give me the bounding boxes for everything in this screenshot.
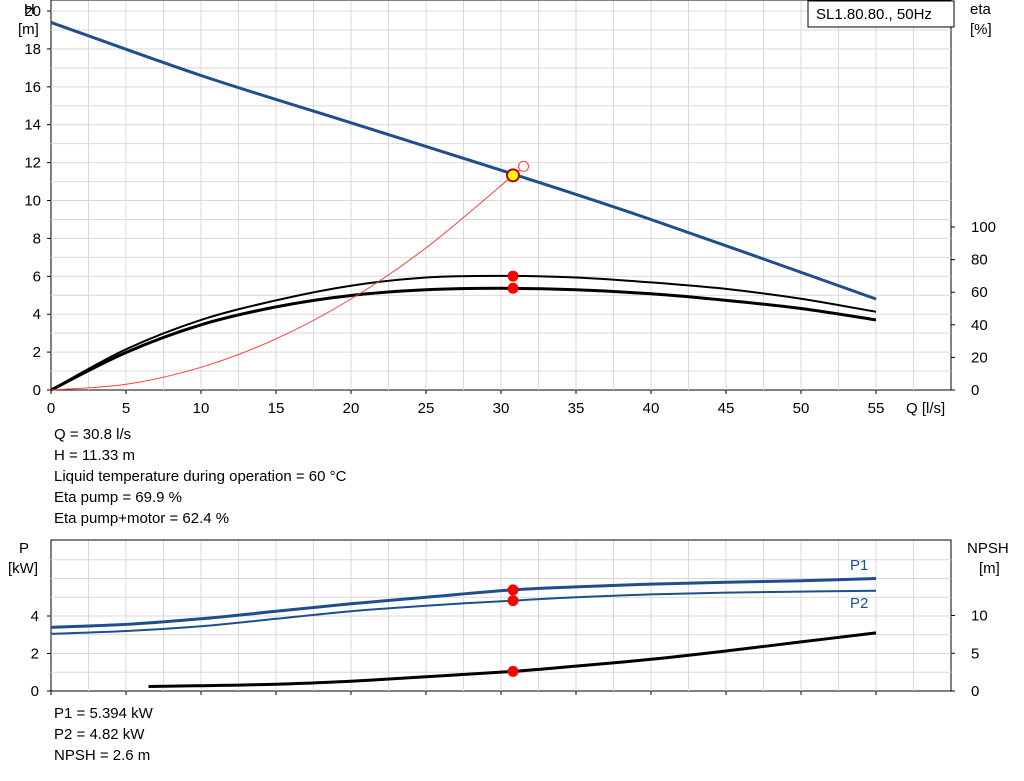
p2-curve: [50, 589, 877, 635]
operating-point-info: Q = 30.8 l/s H = 11.33 m Liquid temperat…: [54, 424, 346, 529]
top-y2-tick-label: 20: [971, 349, 988, 366]
eta-pump-curve: [50, 274, 877, 391]
top-y2-axis-label-2: [%]: [970, 21, 992, 38]
p1-point: [507, 584, 519, 596]
power-info: P1 = 5.394 kW P2 = 4.82 kW NPSH = 2.6 m: [54, 703, 153, 766]
top-y-tick-label: 18: [24, 41, 41, 58]
top-y-tick-label: 20: [24, 3, 41, 20]
top-x-axis-label: Q [l/s]: [906, 400, 945, 417]
p1-curve-label: P1: [850, 557, 868, 574]
info-eta-pump: Eta pump = 69.9 %: [54, 489, 182, 506]
bottom-y2-axis-label-2: [m]: [979, 560, 1000, 577]
top-x-tick-label: 40: [643, 400, 660, 417]
bottom-y-axis-label-2: [kW]: [8, 560, 38, 577]
eta-pump-motor-curve: [50, 286, 877, 392]
bottom-y2-tick-label: 0: [971, 683, 979, 700]
top-y-tick-label: 14: [24, 117, 41, 134]
legend-box: [807, 0, 955, 28]
top-y-tick-label: 10: [24, 193, 41, 210]
top-y-tick-label: 6: [33, 268, 41, 285]
info-p2: P2 = 4.82 kW: [54, 726, 145, 743]
head-curve: [50, 20, 877, 301]
top-y2-tick-label: 80: [971, 252, 988, 269]
info-flow: Q = 30.8 l/s: [54, 426, 132, 443]
bottom-y-tick-label: 4: [31, 608, 39, 625]
system-curve: [50, 165, 525, 391]
top-y-tick-label: 2: [33, 344, 41, 361]
top-y-axis-label-2: [m]: [18, 21, 39, 38]
top-x-tick-label: 5: [122, 400, 130, 417]
info-p1: P1 = 5.394 kW: [54, 705, 153, 722]
info-eta-pump-motor: Eta pump+motor = 62.4 %: [54, 510, 230, 527]
top-x-tick-label: 30: [493, 400, 510, 417]
npsh-point: [507, 665, 519, 677]
top-x-tick-label: 55: [868, 400, 885, 417]
p1-curve: [50, 577, 877, 629]
top-x-tick-label: 15: [268, 400, 285, 417]
p2-curve-label: P2: [850, 595, 868, 612]
top-x-tick-label: 20: [343, 400, 360, 417]
bottom-y2-tick-label: 5: [971, 645, 979, 662]
eta-pump-point: [507, 270, 519, 282]
top-y2-tick-label: 0: [971, 382, 979, 399]
bottom-y-tick-label: 2: [31, 646, 39, 663]
top-y-tick-label: 0: [33, 382, 41, 399]
bottom-y-axis-label-1: P: [19, 540, 29, 557]
duty-point-marker: [506, 168, 520, 183]
npsh-curve: [148, 631, 877, 688]
top-x-tick-label: 10: [193, 400, 210, 417]
top-x-tick-label: 35: [568, 400, 585, 417]
p2-point: [507, 595, 519, 607]
eta-pump-motor-point: [507, 282, 519, 294]
top-y2-tick-label: 60: [971, 284, 988, 301]
top-x-tick-label: 0: [47, 400, 55, 417]
top-y-tick-label: 12: [24, 155, 41, 172]
top-y-tick-label: 8: [33, 230, 41, 247]
system-curve-end-marker: [518, 160, 529, 172]
top-y2-tick-label: 40: [971, 317, 988, 334]
top-y-axis-label-1: H: [24, 1, 35, 18]
top-y-tick-label: 16: [24, 79, 41, 96]
top-y2-axis-label-1: eta: [970, 1, 992, 18]
bottom-y-tick-label: 0: [31, 683, 39, 700]
top-y2-tick-label: 100: [971, 219, 996, 236]
info-liquid-temperature: Liquid temperature during operation = 60…: [54, 468, 347, 485]
legend-box-label: SL1.80.80., 50Hz: [816, 6, 932, 23]
top-x-tick-label: 50: [793, 400, 810, 417]
top-x-tick-label: 45: [718, 400, 735, 417]
top-x-tick-label: 25: [418, 400, 435, 417]
bottom-y2-axis-label-1: NPSH: [967, 540, 1009, 557]
bottom-y2-tick-label: 10: [971, 608, 988, 625]
info-npsh: NPSH = 2.6 m: [54, 747, 151, 764]
info-head: H = 11.33 m: [54, 447, 136, 464]
top-y-tick-label: 4: [33, 306, 41, 323]
